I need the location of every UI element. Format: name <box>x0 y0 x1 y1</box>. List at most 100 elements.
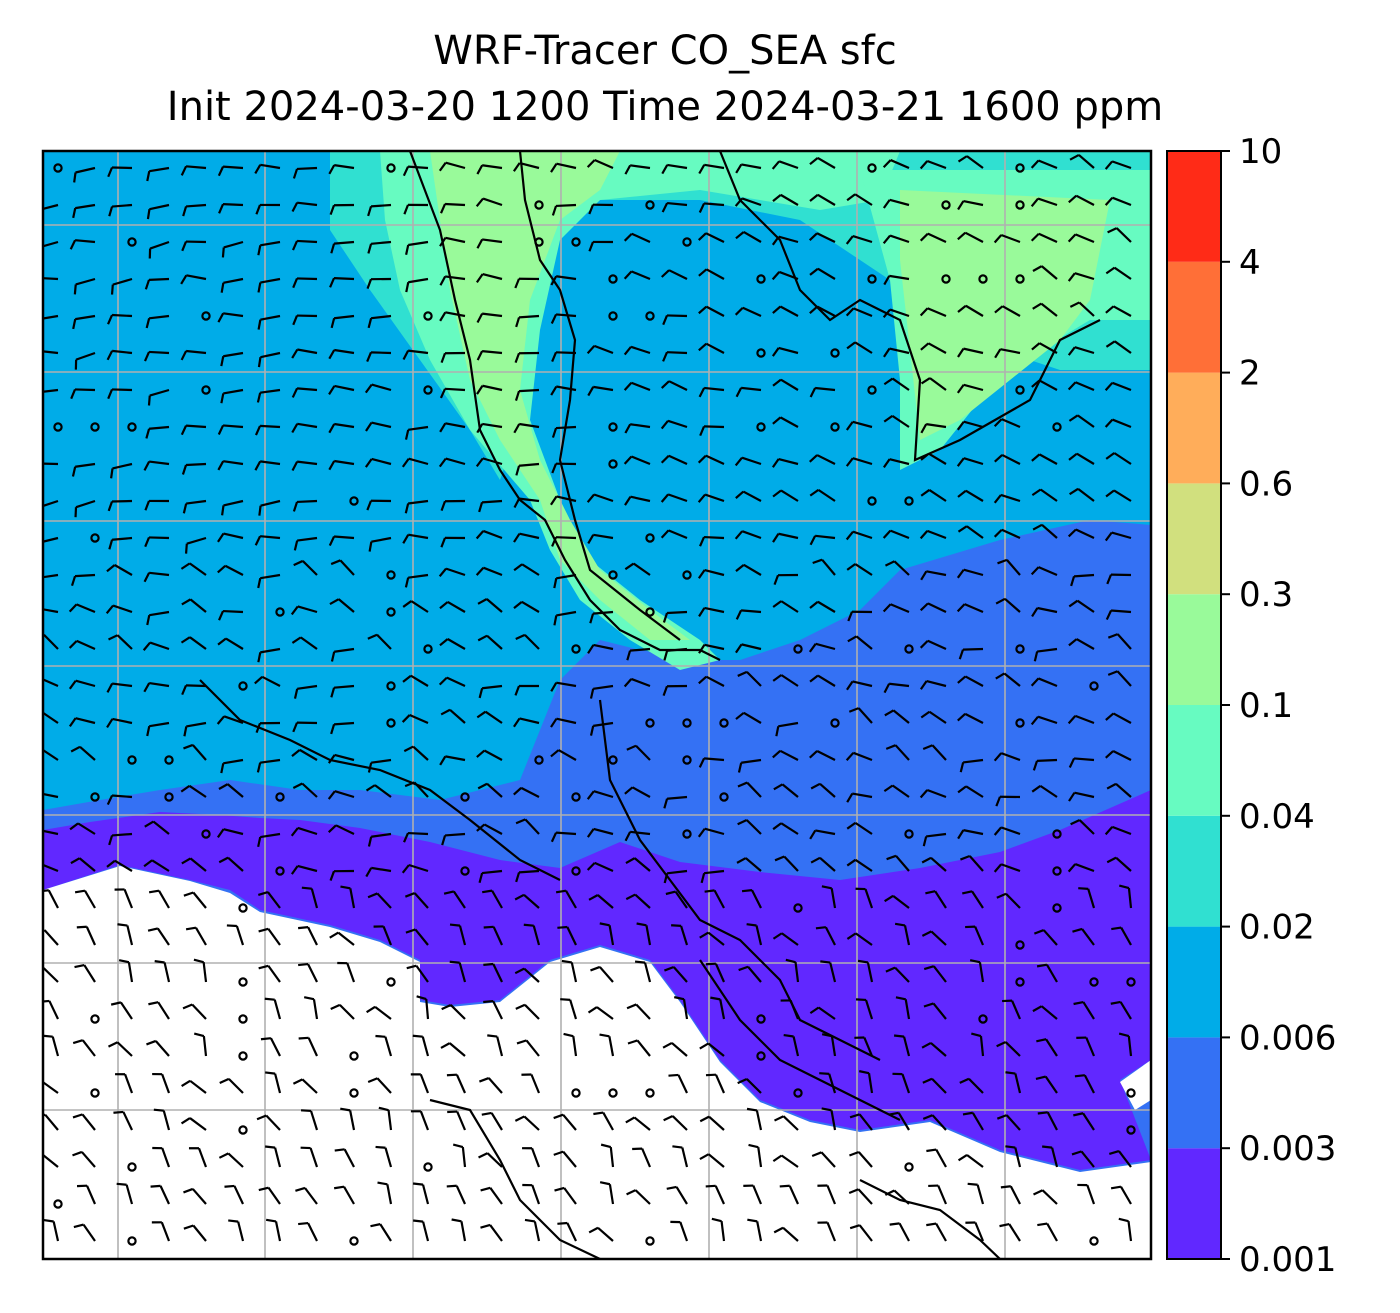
wind-barb <box>291 348 318 359</box>
wind-barb <box>571 792 581 802</box>
wind-barb <box>480 1223 503 1242</box>
wind-barb <box>293 684 318 699</box>
wind-barb <box>298 926 318 946</box>
wind-barb <box>106 682 133 693</box>
wind-barb <box>300 1146 319 1168</box>
wind-barb <box>904 1162 914 1172</box>
wind-barb <box>291 422 318 434</box>
wind-barb <box>587 643 614 654</box>
wind-barb <box>962 890 984 909</box>
wind-barb <box>957 1154 984 1168</box>
wind-barb <box>625 893 651 909</box>
wind-barb <box>735 643 762 654</box>
wind-barb <box>919 602 947 613</box>
concentration-region-4 <box>430 151 690 640</box>
wind-barb <box>772 932 799 946</box>
wind-barb <box>327 753 355 764</box>
wind-barb <box>626 1003 651 1020</box>
wind-barb <box>551 351 577 362</box>
wind-barb <box>365 866 392 878</box>
wind-barb <box>106 794 133 806</box>
wind-barb <box>571 1088 581 1098</box>
wind-barb <box>367 203 392 217</box>
wind-barb <box>645 311 655 321</box>
wind-barb <box>1052 903 1062 913</box>
wind-barb <box>793 903 803 913</box>
wind-barb <box>513 532 540 543</box>
wind-barb <box>845 420 873 431</box>
wind-barb <box>608 274 618 284</box>
wind-barb <box>735 231 762 243</box>
wind-barb <box>553 610 577 626</box>
wind-barb <box>919 159 947 170</box>
wind-barb <box>553 1113 577 1131</box>
wind-barb <box>410 1110 430 1131</box>
wind-barb <box>478 684 503 699</box>
wind-barb <box>482 889 503 909</box>
wind-barb <box>69 239 96 250</box>
wind-barb <box>682 237 692 247</box>
wind-barb <box>181 240 207 252</box>
colorbar-segment-4 <box>1167 705 1221 816</box>
wind-barb <box>846 858 873 872</box>
wind-barb <box>43 499 59 508</box>
wind-barb <box>438 161 466 172</box>
wind-barb <box>884 560 910 576</box>
wind-barb <box>662 684 688 697</box>
wind-barb <box>965 925 985 946</box>
wind-barb <box>275 792 285 802</box>
wind-barb <box>589 610 614 624</box>
wind-barb <box>1104 825 1132 836</box>
wind-barb <box>920 423 947 434</box>
wind-barb <box>291 387 318 398</box>
wind-barb <box>1032 265 1058 280</box>
wind-barb <box>258 964 281 983</box>
wind-barb <box>550 495 577 506</box>
wind-barb <box>440 536 466 548</box>
wind-barb <box>809 749 836 761</box>
wind-barb <box>557 1221 577 1242</box>
wind-barb <box>218 1152 244 1168</box>
wind-barb <box>817 1184 837 1205</box>
wind-barb <box>849 1113 873 1131</box>
wind-barb <box>855 998 874 1020</box>
wind-barb <box>143 681 170 693</box>
wind-barb <box>515 314 540 328</box>
wind-barb <box>847 635 873 650</box>
wind-barb <box>116 1182 134 1205</box>
wind-barb <box>817 1221 837 1242</box>
wind-barb <box>920 570 947 581</box>
wind-barb <box>774 1115 799 1131</box>
wind-barb <box>292 277 318 289</box>
wind-barb <box>971 1032 985 1057</box>
wind-barb <box>892 1072 911 1094</box>
wind-barb <box>127 755 137 765</box>
wind-barb <box>555 889 577 909</box>
wind-barb <box>368 536 392 552</box>
wind-barb <box>43 608 59 614</box>
wind-barb <box>627 1039 651 1057</box>
wind-barb <box>736 857 762 872</box>
colorbar-tick-label: 0.1 <box>1239 686 1293 726</box>
wind-barb <box>514 351 540 363</box>
wind-barb <box>254 675 281 687</box>
wind-barb <box>957 829 984 840</box>
wind-barb <box>238 903 248 913</box>
wind-barb <box>254 460 281 471</box>
wind-barb <box>995 597 1021 613</box>
wind-barb <box>107 313 133 325</box>
wind-barb <box>69 822 96 835</box>
wind-barb <box>107 499 133 512</box>
wind-barb <box>367 314 392 329</box>
wind-barb <box>181 684 207 696</box>
wind-barb <box>660 380 688 391</box>
wind-barb <box>514 388 540 401</box>
wind-barb <box>586 827 614 838</box>
wind-barb <box>846 193 873 206</box>
wind-barb <box>43 350 59 355</box>
wind-barb <box>699 425 725 437</box>
wind-barb <box>711 1217 726 1242</box>
below-threshold-region-1 <box>1120 1060 1151 1110</box>
wind-barb <box>623 455 651 466</box>
wind-barb <box>625 1116 651 1131</box>
